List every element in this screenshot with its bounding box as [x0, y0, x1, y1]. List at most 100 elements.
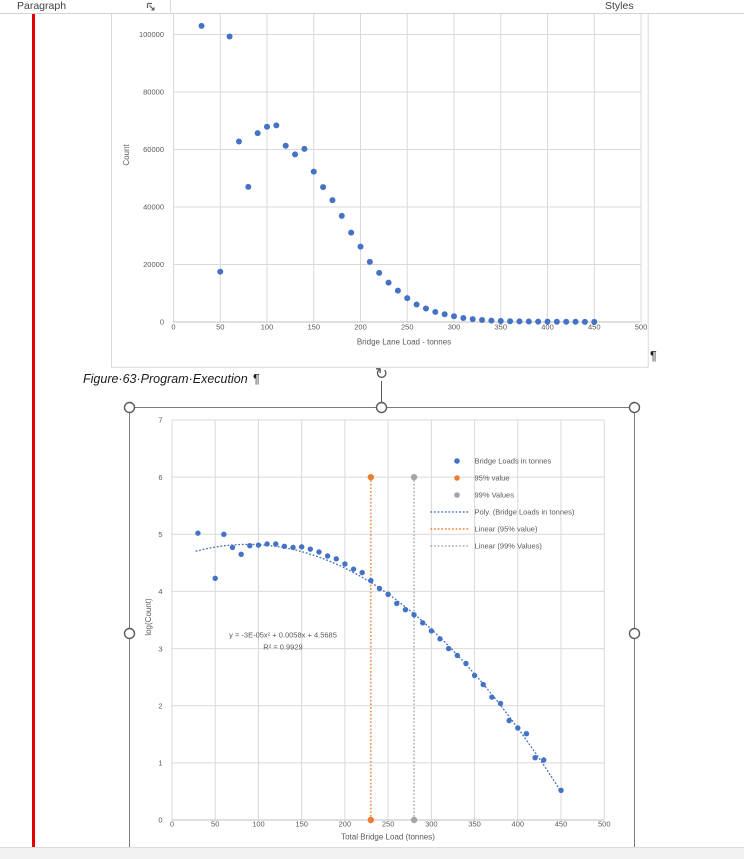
svg-text:450: 450 [588, 323, 601, 332]
data-point [480, 681, 486, 688]
chart2-x-axis-title: Total Bridge Load (tonnes) [341, 833, 435, 842]
data-point [367, 816, 375, 824]
data-point [420, 620, 426, 626]
data-point [329, 197, 336, 204]
data-point [385, 279, 392, 286]
data-point [572, 318, 579, 325]
chart2-gridlines [171, 419, 605, 821]
chart1-axis-labels: 0 20000 40000 60000 80000 100000 0 50 100 150 200 2… [139, 30, 647, 331]
data-point [255, 542, 262, 548]
svg-text:2: 2 [158, 701, 162, 710]
data-point [221, 531, 227, 537]
paragraph-mark: ¶ [252, 372, 260, 386]
svg-text:0: 0 [160, 318, 164, 327]
figure-caption[interactable]: Figure·63·Program·Execution ¶ [83, 372, 259, 386]
svg-text:450: 450 [555, 820, 568, 829]
data-point [469, 316, 476, 323]
svg-text:50: 50 [211, 820, 219, 829]
data-point [497, 700, 504, 707]
trendline-equation: y = -3E-05x² + 0.0058x + 4.5685 R² = 0.99… [229, 631, 337, 652]
rotate-handle-icon[interactable]: ↻ [375, 366, 388, 383]
svg-text:250: 250 [401, 323, 414, 332]
svg-text:3: 3 [158, 644, 162, 653]
svg-text:400: 400 [512, 820, 525, 829]
data-point [254, 130, 261, 137]
svg-text:20000: 20000 [143, 260, 164, 269]
svg-text:7: 7 [158, 416, 162, 425]
chart2-series-points [195, 530, 564, 793]
data-point [264, 541, 270, 547]
chart2-series-points [410, 473, 418, 824]
data-point [235, 138, 242, 145]
data-point [410, 816, 418, 824]
chart1-border [111, 14, 649, 368]
data-point [367, 473, 375, 481]
data-point [217, 268, 224, 275]
data-point [591, 318, 598, 325]
data-point [506, 717, 512, 724]
data-point [553, 318, 560, 325]
styles-group-label: Styles [605, 0, 634, 12]
data-point [310, 168, 317, 175]
paragraph-group-label: Paragraph [17, 0, 67, 12]
data-point [535, 318, 542, 325]
svg-text:200: 200 [339, 820, 352, 829]
data-point [212, 575, 218, 581]
chart1-gridlines [173, 14, 642, 323]
data-point [359, 569, 365, 576]
svg-text:40000: 40000 [143, 203, 164, 212]
svg-text:1: 1 [158, 759, 162, 768]
data-point [410, 473, 418, 481]
data-point [376, 585, 383, 592]
data-point [413, 301, 420, 308]
data-point [471, 672, 478, 679]
paragraph-dialog-launcher-icon[interactable] [145, 1, 157, 13]
data-point [307, 546, 314, 552]
chart-bridge-lane-load[interactable]: 0 20000 40000 60000 80000 100000 0 50 100 150 200 2… [111, 14, 649, 368]
data-point [301, 145, 308, 152]
data-point [238, 551, 244, 557]
page-bottom-edge [0, 847, 744, 859]
poly-trendline [195, 543, 564, 796]
data-point [497, 317, 504, 324]
data-point [460, 314, 467, 321]
data-point [532, 755, 538, 761]
data-point [273, 541, 279, 547]
data-point [195, 530, 201, 536]
data-point [247, 543, 253, 549]
data-point [445, 645, 452, 652]
data-point [515, 725, 521, 731]
tracked-changes-margin-line[interactable] [32, 14, 35, 847]
data-point [376, 269, 383, 276]
data-point [264, 123, 270, 130]
data-point [281, 543, 288, 549]
legend-marker-icon [454, 475, 460, 481]
data-point [338, 212, 345, 219]
svg-text:350: 350 [468, 820, 481, 829]
chart1-data-points [198, 22, 598, 325]
ribbon-group-separator [170, 0, 171, 13]
data-point [229, 544, 236, 551]
svg-text:300: 300 [448, 323, 461, 332]
svg-text:5: 5 [158, 530, 162, 539]
data-point [488, 317, 495, 324]
chart1-y-axis-title: Count [122, 144, 131, 166]
data-point [507, 318, 514, 325]
data-point [411, 612, 417, 618]
svg-text:0: 0 [170, 820, 174, 829]
svg-text:150: 150 [295, 820, 308, 829]
chart2-series-points [367, 473, 375, 824]
svg-text:100: 100 [261, 323, 274, 332]
data-point [544, 318, 551, 325]
chart2-y-axis-title: log(Count) [144, 598, 153, 636]
chart-log-count[interactable]: 0 1 2 3 4 5 6 7 0 50 100 150 200 250 300 350 400 450 500 To… [130, 408, 634, 859]
data-point [273, 122, 280, 129]
data-point [451, 313, 457, 320]
data-point [402, 607, 409, 613]
data-point [282, 142, 289, 149]
data-point [333, 556, 339, 562]
data-point [290, 544, 296, 551]
data-point [541, 757, 547, 763]
svg-text:y = -3E-05x² + 0.0058x + 4.568: y = -3E-05x² + 0.0058x + 4.5685 [229, 631, 337, 640]
